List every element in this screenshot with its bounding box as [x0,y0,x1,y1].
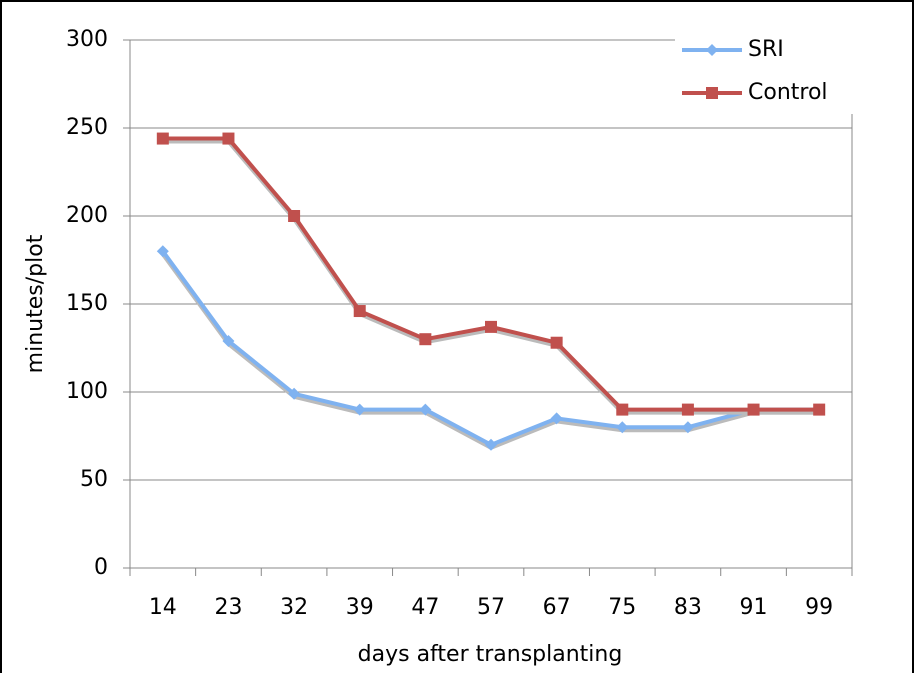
marker [353,305,366,318]
legend-label: Control [748,80,828,105]
marker [353,403,366,416]
x-tick-label: 99 [805,595,833,620]
marker [485,438,497,451]
y-axis-label: minutes/plot [23,234,48,373]
x-axis-label: days after transplanting [358,642,623,667]
y-tick-label: 250 [66,115,108,140]
y-tick-label: 150 [66,291,108,316]
y-tick-label: 50 [80,467,108,492]
marker [156,132,169,145]
y-tick-label: 200 [66,203,108,228]
x-tick-label: 47 [411,595,439,620]
marker [747,403,760,416]
marker [288,210,301,222]
legend-label: SRI [748,37,784,62]
marker [156,245,169,258]
y-tick-label: 300 [66,27,108,52]
marker [485,320,497,333]
y-tick-label: 0 [94,555,108,580]
marker [222,132,235,145]
x-tick-label: 14 [149,595,177,620]
x-tick-label: 75 [608,595,636,620]
marker [550,336,563,349]
marker [288,387,301,400]
marker [419,403,432,416]
marker [550,412,563,425]
x-tick-label: 57 [477,595,505,620]
marker [419,333,432,346]
x-tick-label: 67 [543,595,571,620]
legend-marker [706,87,718,99]
legend-box [675,28,855,114]
marker [681,421,694,434]
marker [813,403,826,416]
x-tick-label: 83 [674,595,702,620]
marker [616,403,629,416]
legend-marker [706,44,718,56]
x-tick-label: 91 [740,595,768,620]
x-tick-label: 32 [280,595,308,620]
marker [681,403,694,416]
x-tick-label: 39 [346,595,374,620]
marker [616,421,629,434]
y-tick-label: 100 [66,379,108,404]
x-tick-label: 23 [214,595,242,620]
marker [222,334,235,347]
